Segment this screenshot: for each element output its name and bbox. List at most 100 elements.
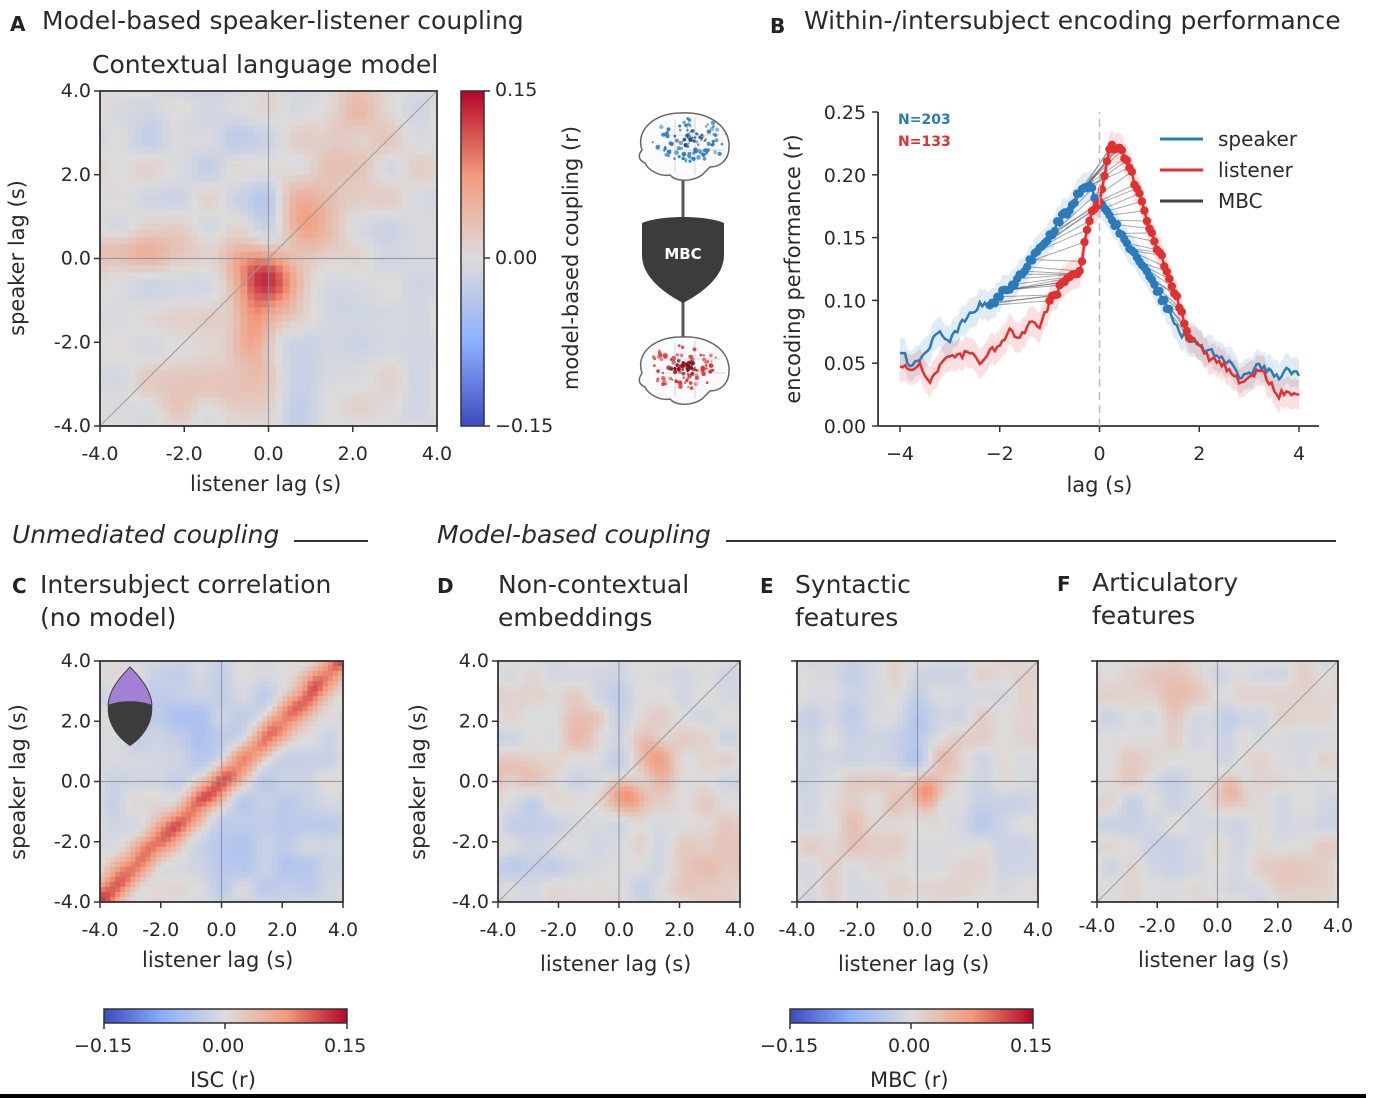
heatmap-cell (282, 307, 291, 315)
heatmap-cell (297, 756, 304, 763)
heatmap-cell (160, 886, 167, 893)
heatmap-cell (135, 153, 143, 162)
heatmap-cell (345, 342, 354, 350)
heatmap-cell (130, 846, 137, 853)
heatmap-cell (226, 195, 234, 204)
heatmap-cell (327, 721, 334, 727)
electrode-dot (700, 138, 703, 141)
heatmap-cell (401, 286, 410, 294)
heatmap-cell (422, 356, 431, 364)
speaker-sig-dot (1112, 220, 1122, 229)
heatmap-cell (422, 363, 431, 371)
x-axis-label: lag (s) (1066, 473, 1132, 497)
heatmap-cell (287, 871, 293, 878)
heatmap-cell (100, 209, 108, 218)
heatmap-cell (312, 836, 319, 843)
heatmap-cell (289, 195, 298, 204)
heatmap-cell (231, 661, 238, 667)
heatmap-cell (196, 796, 202, 803)
heatmap-cell (303, 139, 312, 148)
heatmap-cell (322, 886, 329, 893)
heatmap-cell (380, 251, 389, 260)
heatmap-cell (277, 811, 283, 818)
heatmap-cell (206, 786, 212, 793)
heatmap-cell (297, 826, 304, 833)
heatmap-cell (422, 139, 431, 148)
heatmap-cell (177, 398, 185, 406)
heatmap-cell (145, 741, 152, 747)
heatmap-cell (241, 661, 248, 667)
heatmap-cell (170, 846, 177, 853)
heatmap-cell (142, 97, 150, 106)
heatmap-cell (429, 391, 438, 399)
heatmap-cell (233, 328, 242, 336)
heatmap-cell (373, 412, 382, 420)
heatmap-cell (191, 321, 199, 329)
heatmap-cell (128, 342, 136, 350)
heatmap-cell (226, 746, 233, 752)
heatmap-cell (262, 786, 268, 793)
heatmap-cell (282, 97, 291, 106)
heatmap-cell (297, 851, 304, 858)
heatmap-cell (296, 230, 305, 239)
electrode-dot (698, 135, 702, 139)
heatmap-cell (394, 251, 403, 260)
heatmap-cell (140, 676, 147, 682)
heatmap-cell (322, 856, 329, 863)
heatmap-cell (110, 756, 116, 763)
heatmap-cell (303, 412, 312, 420)
heatmap-cell (181, 766, 187, 773)
heatmap-cell (196, 791, 202, 798)
heatmap-cell (241, 691, 248, 697)
heatmap-cell (100, 896, 106, 903)
heatmap-cell (140, 746, 147, 752)
heatmap-cell (408, 237, 417, 246)
heatmap-cell (247, 391, 256, 399)
heatmap-cell (261, 349, 270, 357)
heatmap-cell (211, 766, 218, 773)
heatmap-cell (110, 876, 116, 883)
heatmap-cell (236, 721, 243, 727)
heatmap-cell (380, 97, 389, 106)
heatmap-cell (170, 676, 177, 682)
heatmap-cell (211, 746, 218, 752)
heatmap-cell (408, 377, 417, 385)
heatmap-cell (345, 223, 354, 232)
heatmap-cell (163, 258, 171, 267)
heatmap-cell (394, 223, 403, 232)
heatmap-cell (226, 146, 234, 155)
heatmap-cell (282, 300, 291, 308)
heatmap-cell (240, 209, 249, 218)
heatmap-cell (429, 111, 438, 120)
heatmap-cell (135, 139, 143, 148)
heatmap-cell (338, 167, 347, 176)
heatmap-cell (170, 321, 178, 329)
heatmap-cell (149, 111, 157, 120)
heatmap-cell (128, 181, 136, 190)
heatmap-cell (422, 209, 431, 218)
heatmap-cell (236, 886, 243, 893)
heatmap-cell (373, 181, 382, 190)
heatmap-cell (317, 160, 326, 169)
heatmap-cell (289, 188, 298, 197)
electrode-dot (687, 142, 690, 145)
heatmap-cell (181, 796, 187, 803)
heatmap-cell (366, 384, 375, 392)
heatmap-cell (184, 181, 192, 190)
heatmap-cell (186, 816, 192, 823)
heatmap-cell (107, 293, 115, 301)
heatmap-cell (394, 209, 403, 218)
heatmap-cell (322, 796, 329, 803)
heatmap-cell (429, 419, 438, 427)
heatmap-cell (292, 661, 299, 667)
heatmap-cell (303, 91, 312, 99)
heatmap-cell (387, 91, 396, 99)
heatmap-cell (324, 398, 333, 406)
heatmap-cell (170, 104, 178, 113)
heatmap-cell (267, 741, 273, 747)
heatmap-cell (191, 265, 199, 274)
heatmap-cell (394, 174, 403, 183)
heatmap-cell (114, 293, 122, 301)
heatmap-cell (338, 335, 347, 343)
heatmap-cell (206, 811, 212, 818)
